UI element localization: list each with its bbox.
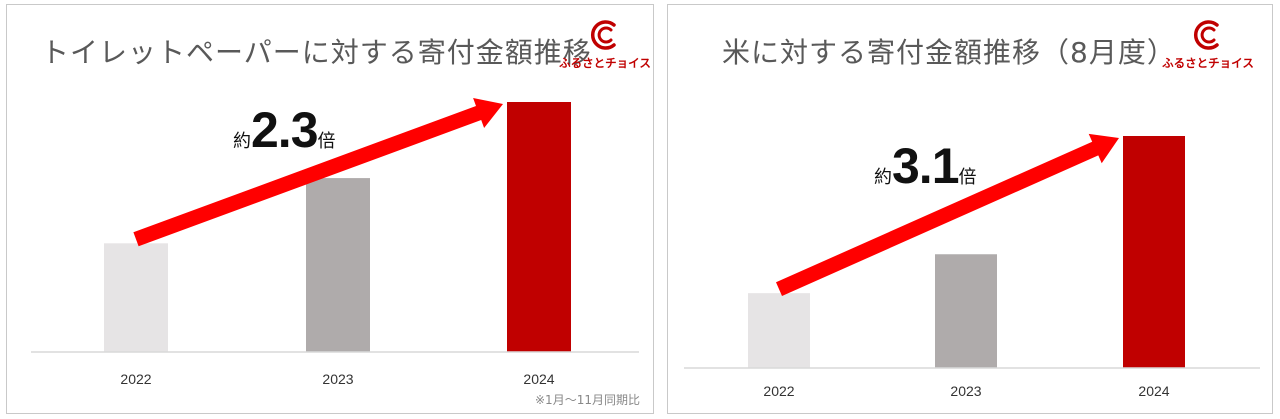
growth-ratio-label: 約3.1倍 [874, 137, 977, 195]
x-tick-label-2022: 2022 [120, 371, 151, 387]
ratio-suffix: 倍 [958, 167, 977, 188]
bar-2024 [1123, 136, 1185, 368]
ratio-value: 2.3 [251, 102, 319, 158]
growth-arrow [133, 98, 503, 247]
bar-2022 [748, 293, 810, 368]
bar-2023 [935, 254, 997, 368]
bar-chart: 2022 2023 2024 [684, 133, 1260, 399]
furusato-choice-logo: ふるさとチョイス [1158, 17, 1258, 73]
footnote: ※1月～11月同期比 [535, 393, 640, 407]
growth-arrow [776, 133, 1119, 296]
x-tick-label-2023: 2023 [322, 371, 353, 387]
bar-chart: 2022 2023 2024 [31, 98, 639, 387]
x-tick-label-2024: 2024 [1138, 383, 1169, 399]
ratio-prefix: 約 [233, 131, 251, 152]
growth-ratio-label: 約2.3倍 [233, 101, 336, 159]
ratio-prefix: 約 [874, 167, 892, 188]
chart-panel-toilet-paper: トイレットペーパーに対する寄付金額推移 ふるさとチョイス 2022 2023 202… [6, 4, 654, 414]
ratio-suffix: 倍 [317, 131, 336, 152]
logo-c-icon [590, 20, 616, 50]
x-tick-label-2023: 2023 [950, 383, 981, 399]
furusato-choice-logo: ふるさとチョイス [555, 17, 653, 73]
bar-2022 [104, 243, 168, 352]
bar-2024 [507, 102, 571, 352]
logo-c-icon [1193, 20, 1219, 50]
x-tick-label-2024: 2024 [523, 371, 554, 387]
chart-title: 米に対する寄付金額推移（8月度） [722, 36, 1176, 69]
bar-2023 [306, 178, 370, 352]
ratio-value: 3.1 [892, 138, 960, 194]
chart-title: トイレットペーパーに対する寄付金額推移 [41, 36, 592, 69]
x-tick-label-2022: 2022 [763, 383, 794, 399]
logo-text: ふるさとチョイス [559, 56, 651, 70]
chart-panel-rice: 米に対する寄付金額推移（8月度） ふるさとチョイス 2022 2023 2024 約… [667, 4, 1273, 414]
logo-text: ふるさとチョイス [1162, 56, 1254, 70]
